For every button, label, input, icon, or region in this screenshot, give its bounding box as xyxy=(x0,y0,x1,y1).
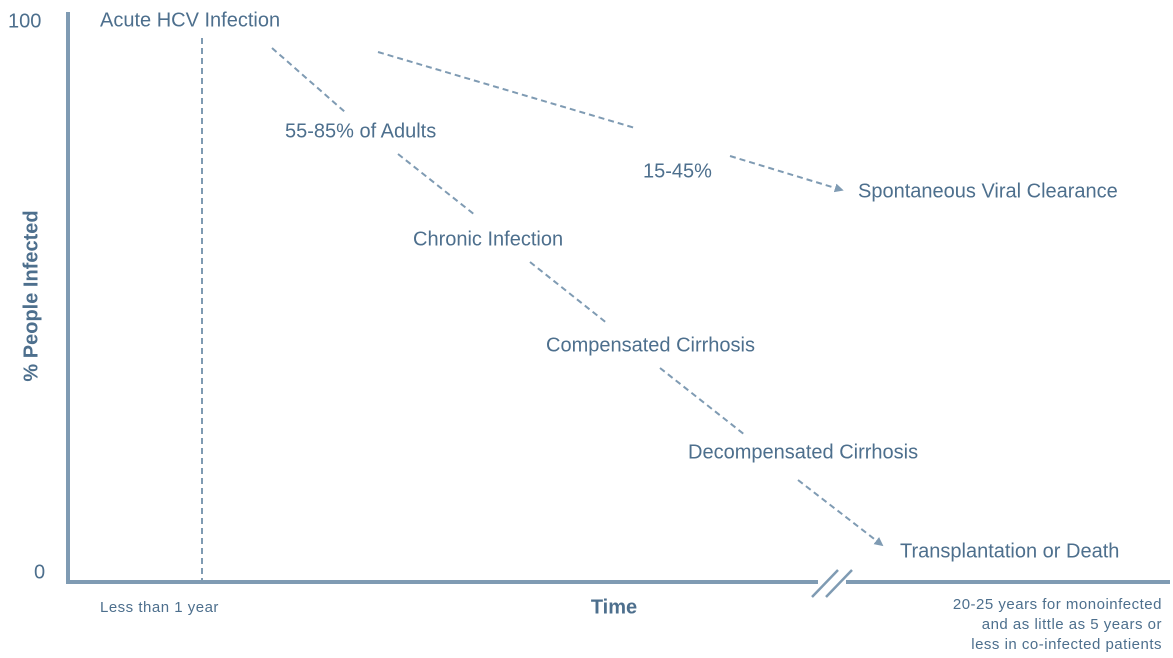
connector xyxy=(271,47,346,113)
edge-label: 15-45% xyxy=(643,160,712,182)
x-axis-label: Time xyxy=(591,596,637,618)
x-left-label: Less than 1 year xyxy=(100,599,219,616)
x-right-note: and as little as 5 years or xyxy=(982,616,1162,633)
connector xyxy=(659,367,746,436)
edge-label: 55-85% of Adults xyxy=(285,120,436,142)
x-right-note: less in co-infected patients xyxy=(971,636,1162,653)
connector xyxy=(377,51,636,129)
arrow xyxy=(797,479,884,547)
node: Decompensated Cirrhosis xyxy=(688,441,918,463)
y-min: 0 xyxy=(34,561,45,583)
arrow xyxy=(729,155,844,193)
connector xyxy=(397,153,476,216)
node: Chronic Infection xyxy=(413,228,563,250)
y-axis-label: % People Infected xyxy=(20,210,42,381)
y-max: 100 xyxy=(8,10,41,32)
node: Acute HCV Infection xyxy=(100,9,280,31)
axis-break-gap xyxy=(818,566,846,600)
node: Compensated Cirrhosis xyxy=(546,334,755,356)
node: Transplantation or Death xyxy=(900,540,1119,562)
axis-break xyxy=(825,569,853,598)
connector xyxy=(529,261,609,325)
axis-break xyxy=(811,569,839,598)
node: Spontaneous Viral Clearance xyxy=(858,180,1118,202)
x-right-note: 20-25 years for monoinfected xyxy=(953,596,1162,613)
